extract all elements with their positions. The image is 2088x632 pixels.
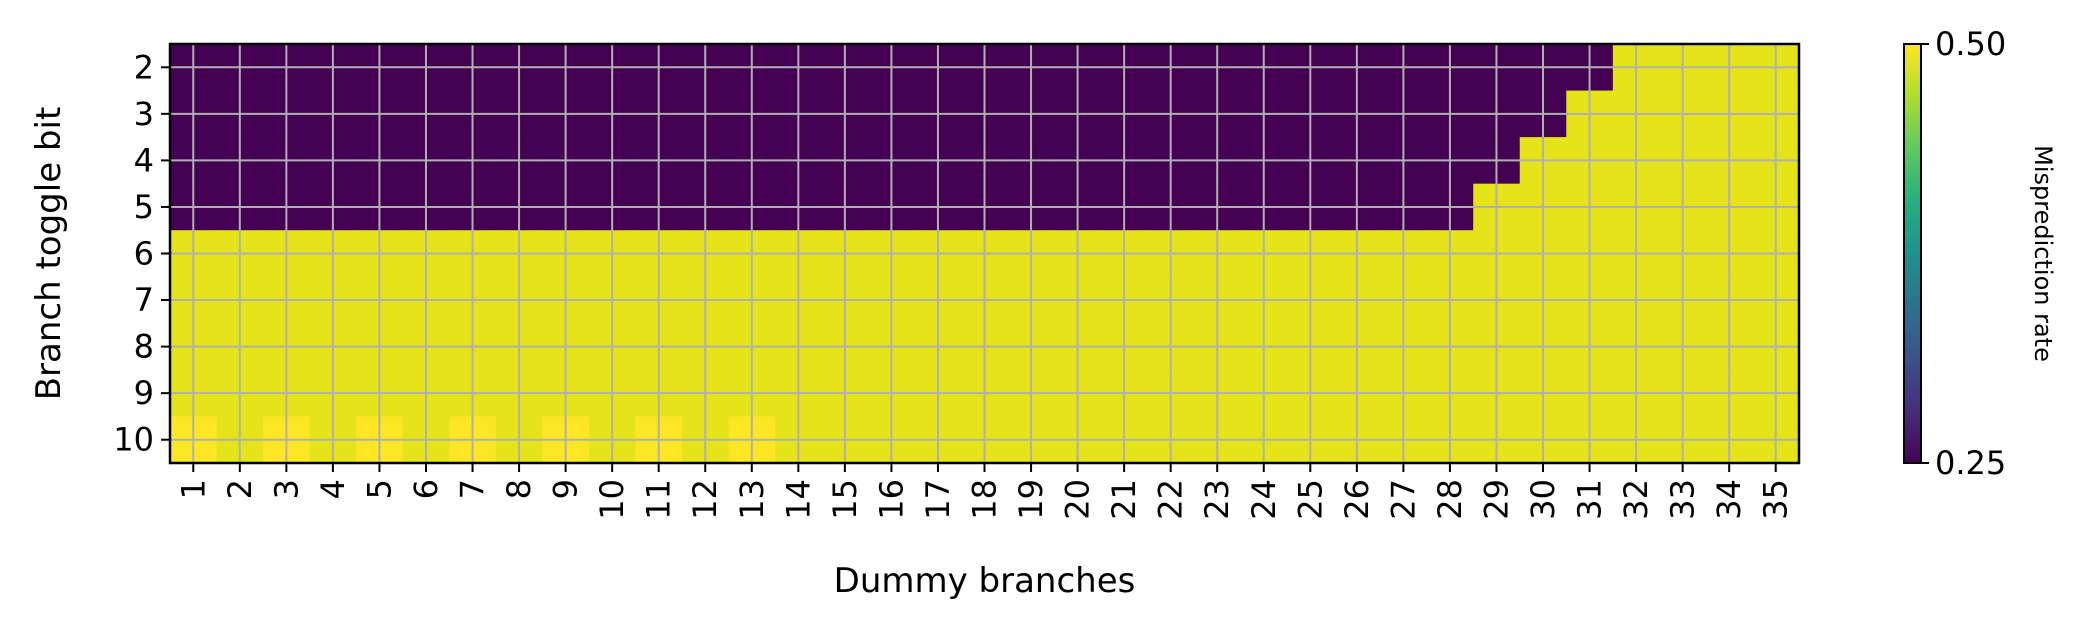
x-tick-label: 34 [1710, 479, 1748, 520]
colorbar-label: Misprediction rate [2029, 145, 2057, 362]
x-tick-label: 8 [500, 479, 538, 499]
x-tick-label: 25 [1291, 479, 1329, 520]
x-tick-label: 23 [1198, 479, 1236, 520]
x-tick-label: 24 [1245, 479, 1283, 520]
colorbar-tick-label: 0.25 [1935, 444, 2006, 482]
heatmap-grid [170, 44, 1799, 463]
x-tick-label: 3 [267, 479, 305, 499]
y-axis: 2 3 4 5 6 7 8 9 10 [113, 48, 170, 459]
x-tick-label: 33 [1664, 479, 1702, 520]
x-tick-label: 12 [686, 479, 724, 520]
x-tick-label: 10 [593, 479, 631, 520]
x-tick-label: 32 [1617, 479, 1655, 520]
x-tick-label: 31 [1571, 479, 1609, 520]
x-tick-label: 20 [1059, 479, 1097, 520]
y-tick-label: 8 [134, 328, 154, 366]
x-axis: 1 2 3 4 5 6 7 8 9 10 11 12 13 14 15 16 17 18 19 20 21 22 23 24 2… [174, 463, 1795, 520]
y-tick-label: 6 [134, 235, 154, 273]
y-tick-label: 5 [134, 188, 154, 226]
x-tick-label: 2 [221, 479, 259, 499]
y-tick-label: 10 [113, 421, 154, 459]
y-axis-label: Branch toggle bit [29, 107, 69, 401]
y-tick-label: 9 [134, 374, 154, 412]
x-tick-label: 11 [640, 479, 678, 520]
x-tick-label: 18 [966, 479, 1004, 520]
x-tick-label: 15 [826, 479, 864, 520]
x-tick-label: 6 [407, 479, 445, 499]
x-tick-label: 16 [872, 479, 910, 520]
x-tick-label: 4 [314, 479, 352, 499]
x-axis-label: Dummy branches [834, 561, 1136, 601]
colorbar-ticks: 0.25 0.50 [1921, 25, 2006, 482]
colorbar-tick-label: 0.50 [1935, 25, 2006, 63]
x-tick-label: 21 [1105, 479, 1143, 520]
x-tick-label: 28 [1431, 479, 1469, 520]
x-tick-label: 29 [1477, 479, 1515, 520]
y-tick-label: 4 [134, 141, 154, 179]
x-tick-label: 22 [1152, 479, 1190, 520]
x-tick-label: 30 [1524, 479, 1562, 520]
x-tick-label: 19 [1012, 479, 1050, 520]
x-tick-label: 9 [547, 479, 585, 499]
colorbar [1903, 43, 1922, 464]
x-tick-label: 14 [779, 479, 817, 520]
x-tick-label: 26 [1338, 479, 1376, 520]
x-tick-label: 1 [174, 479, 212, 499]
x-tick-label: 35 [1757, 479, 1795, 520]
y-tick-label: 2 [134, 48, 154, 86]
x-tick-label: 7 [454, 479, 492, 499]
x-tick-label: 27 [1384, 479, 1422, 520]
x-tick-label: 5 [360, 479, 398, 499]
y-tick-label: 3 [134, 95, 154, 133]
y-tick-label: 7 [134, 281, 154, 319]
x-tick-label: 13 [733, 479, 771, 520]
x-tick-label: 17 [919, 479, 957, 520]
